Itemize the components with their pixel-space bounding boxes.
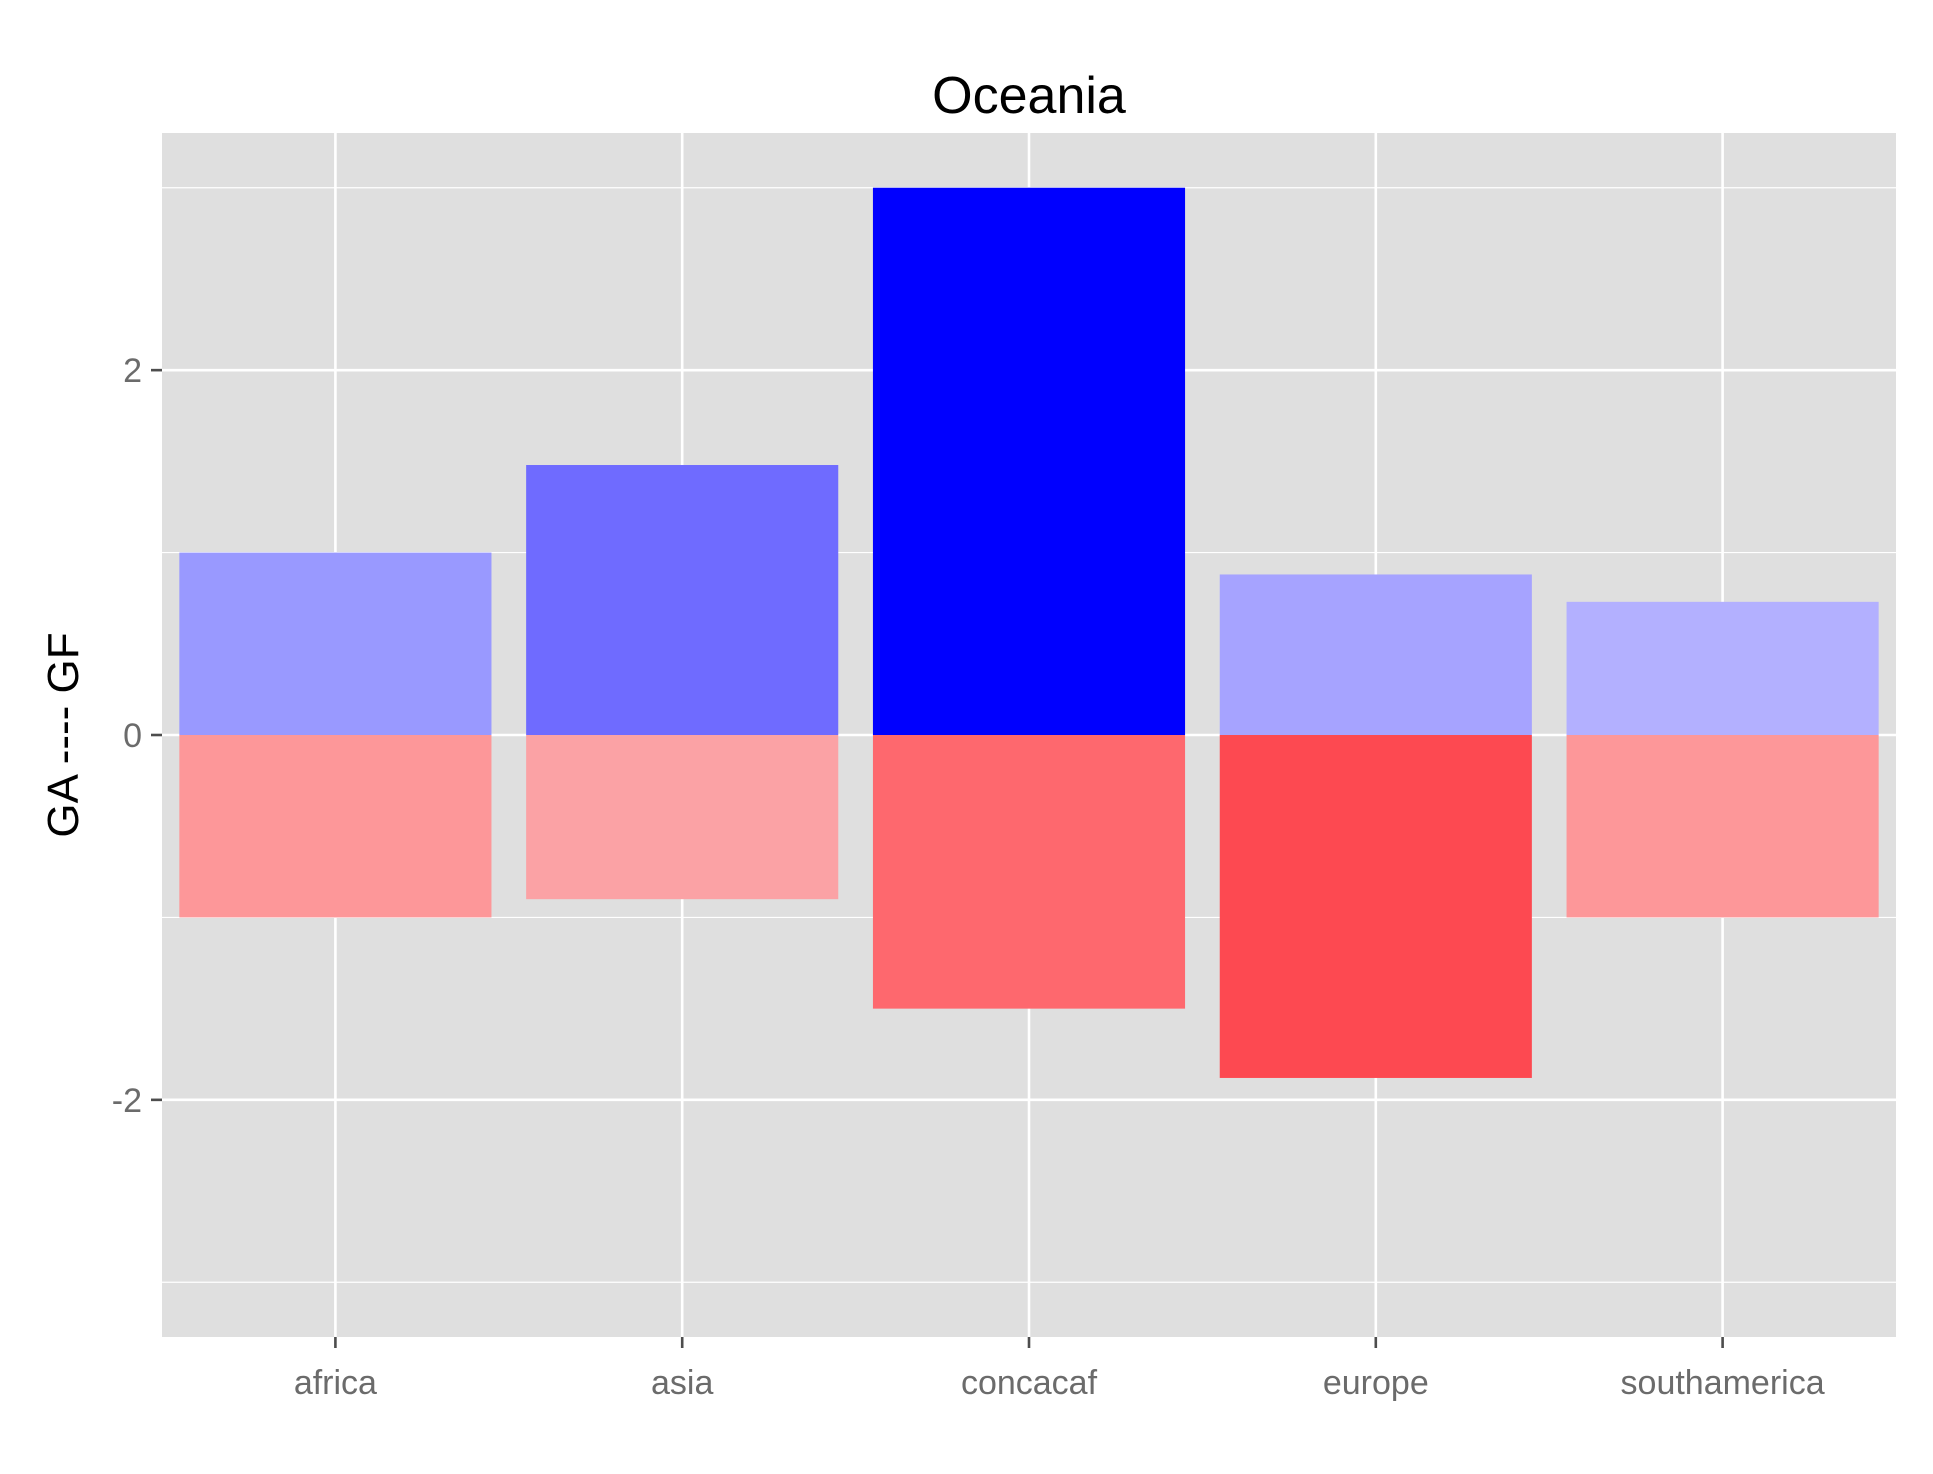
bar-gf-africa: [179, 552, 492, 735]
x-tick-label: southamerica: [1621, 1364, 1825, 1402]
bar-ga-concacaf: [872, 735, 1186, 1009]
axes: -2 0 2 africa asia concacaf europe southamerica: [112, 352, 1825, 1402]
y-axis-label: GA ---- GF: [39, 632, 88, 837]
y-tick-label: 0: [123, 717, 142, 755]
bar-ga-africa: [179, 735, 492, 918]
x-tick-label: europe: [1323, 1364, 1429, 1402]
y-tick-label: 2: [123, 352, 142, 390]
x-tick-label: concacaf: [961, 1364, 1098, 1402]
y-tick-label: -2: [112, 1082, 142, 1120]
bar-ga-southamerica: [1566, 735, 1879, 918]
bar-gf-europe: [1219, 574, 1532, 735]
bar-ga-europe: [1219, 735, 1532, 1078]
bars: [179, 187, 1879, 1078]
x-tick-label: africa: [294, 1364, 377, 1402]
bar-gf-asia: [526, 465, 839, 735]
bar-gf-concacaf: [872, 187, 1186, 735]
bar-ga-asia: [526, 735, 839, 900]
x-tick-label: asia: [651, 1364, 713, 1402]
chart-title: Oceania: [932, 67, 1126, 125]
bar-gf-southamerica: [1566, 601, 1879, 735]
